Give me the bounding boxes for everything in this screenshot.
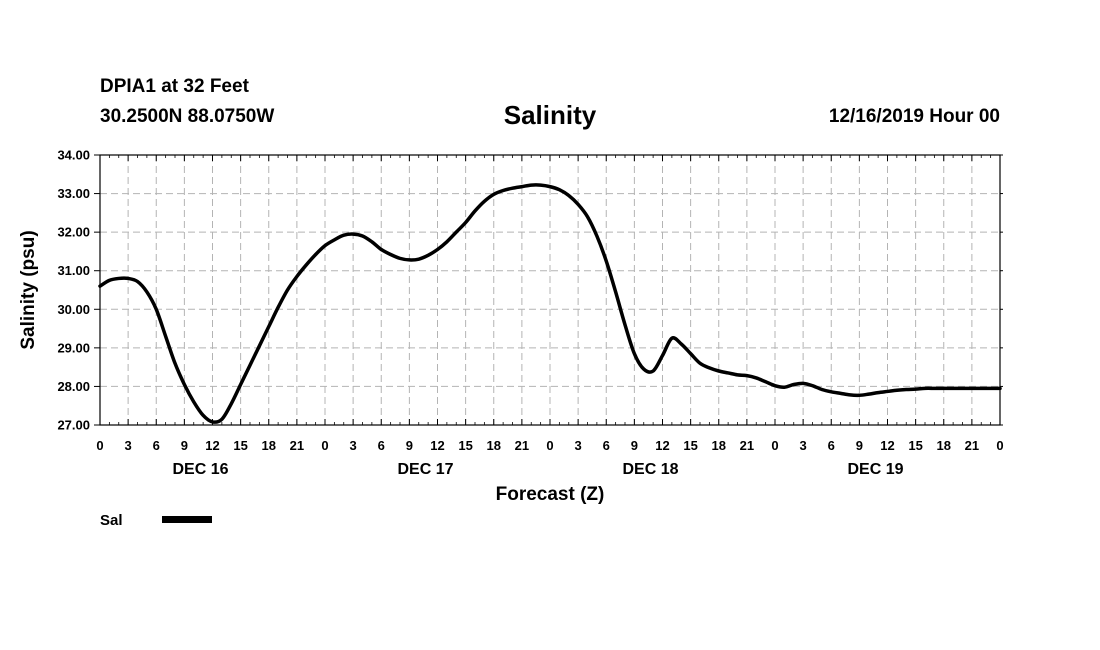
- x-tick-label: 3: [350, 438, 357, 453]
- x-tick-label: 21: [965, 438, 979, 453]
- x-tick-label: 15: [458, 438, 472, 453]
- y-tick-label: 31.00: [57, 263, 90, 278]
- x-tick-label: 6: [153, 438, 160, 453]
- chart-title: Salinity: [503, 100, 597, 130]
- y-tick-label: 30.00: [57, 302, 90, 317]
- x-tick-label: 18: [487, 438, 501, 453]
- forecast-run-time: 12/16/2019 Hour 00: [828, 106, 1000, 127]
- y-tick-label: 32.00: [57, 225, 90, 240]
- x-tick-label: 0: [546, 438, 553, 453]
- x-tick-label: 21: [290, 438, 304, 453]
- day-label: DEC 16: [172, 461, 228, 478]
- y-tick-label: 27.00: [57, 418, 90, 433]
- x-tick-label: 0: [771, 438, 778, 453]
- x-tick-label: 3: [575, 438, 582, 453]
- y-tick-label: 28.00: [57, 379, 90, 394]
- x-tick-label: 21: [515, 438, 529, 453]
- y-tick-label: 33.00: [57, 186, 90, 201]
- series-lines: [98, 183, 1002, 424]
- axis-ticks: [94, 154, 1003, 426]
- x-tick-label: 9: [406, 438, 413, 453]
- grid-lines: [100, 155, 1000, 425]
- x-tick-label: 12: [205, 438, 219, 453]
- x-tick-label: 9: [856, 438, 863, 453]
- x-tick-label: 0: [996, 438, 1003, 453]
- legend-swatch-sal: [162, 516, 212, 523]
- x-tick-label: 9: [181, 438, 188, 453]
- x-tick-label: 6: [828, 438, 835, 453]
- x-tick-label: 21: [740, 438, 754, 453]
- day-label: DEC 18: [622, 461, 678, 478]
- x-tick-label: 15: [683, 438, 697, 453]
- x-tick-label: 3: [125, 438, 132, 453]
- x-tick-label: 12: [880, 438, 894, 453]
- x-tick-label: 15: [233, 438, 247, 453]
- station-label: DPIA1 at 32 Feet: [100, 76, 249, 97]
- day-label: DEC 19: [847, 461, 903, 478]
- axis-labels: 27.00 28.00 29.00 30.00 31.00 32.00 33.00 34.00…: [57, 148, 1003, 479]
- x-tick-label: 0: [96, 438, 103, 453]
- x-tick-label: 0: [321, 438, 328, 453]
- x-tick-label: 6: [603, 438, 610, 453]
- x-tick-label: 12: [430, 438, 444, 453]
- legend-label: Sal: [100, 512, 123, 529]
- x-tick-label: 3: [800, 438, 807, 453]
- x-tick-label: 18: [262, 438, 276, 453]
- station-coordinates: 30.2500N 88.0750W: [100, 106, 275, 127]
- x-axis-title: Forecast (Z): [496, 484, 605, 505]
- series-line-sal: [98, 183, 1002, 424]
- x-tick-label: 12: [655, 438, 669, 453]
- y-tick-label: 34.00: [57, 148, 90, 163]
- day-label: DEC 17: [397, 461, 453, 478]
- y-axis-title: Salinity (psu): [18, 230, 39, 349]
- x-tick-label: 6: [378, 438, 385, 453]
- x-tick-label: 15: [908, 438, 922, 453]
- x-tick-label: 18: [937, 438, 951, 453]
- x-tick-label: 9: [631, 438, 638, 453]
- y-tick-label: 29.00: [57, 340, 90, 355]
- x-tick-label: 18: [712, 438, 726, 453]
